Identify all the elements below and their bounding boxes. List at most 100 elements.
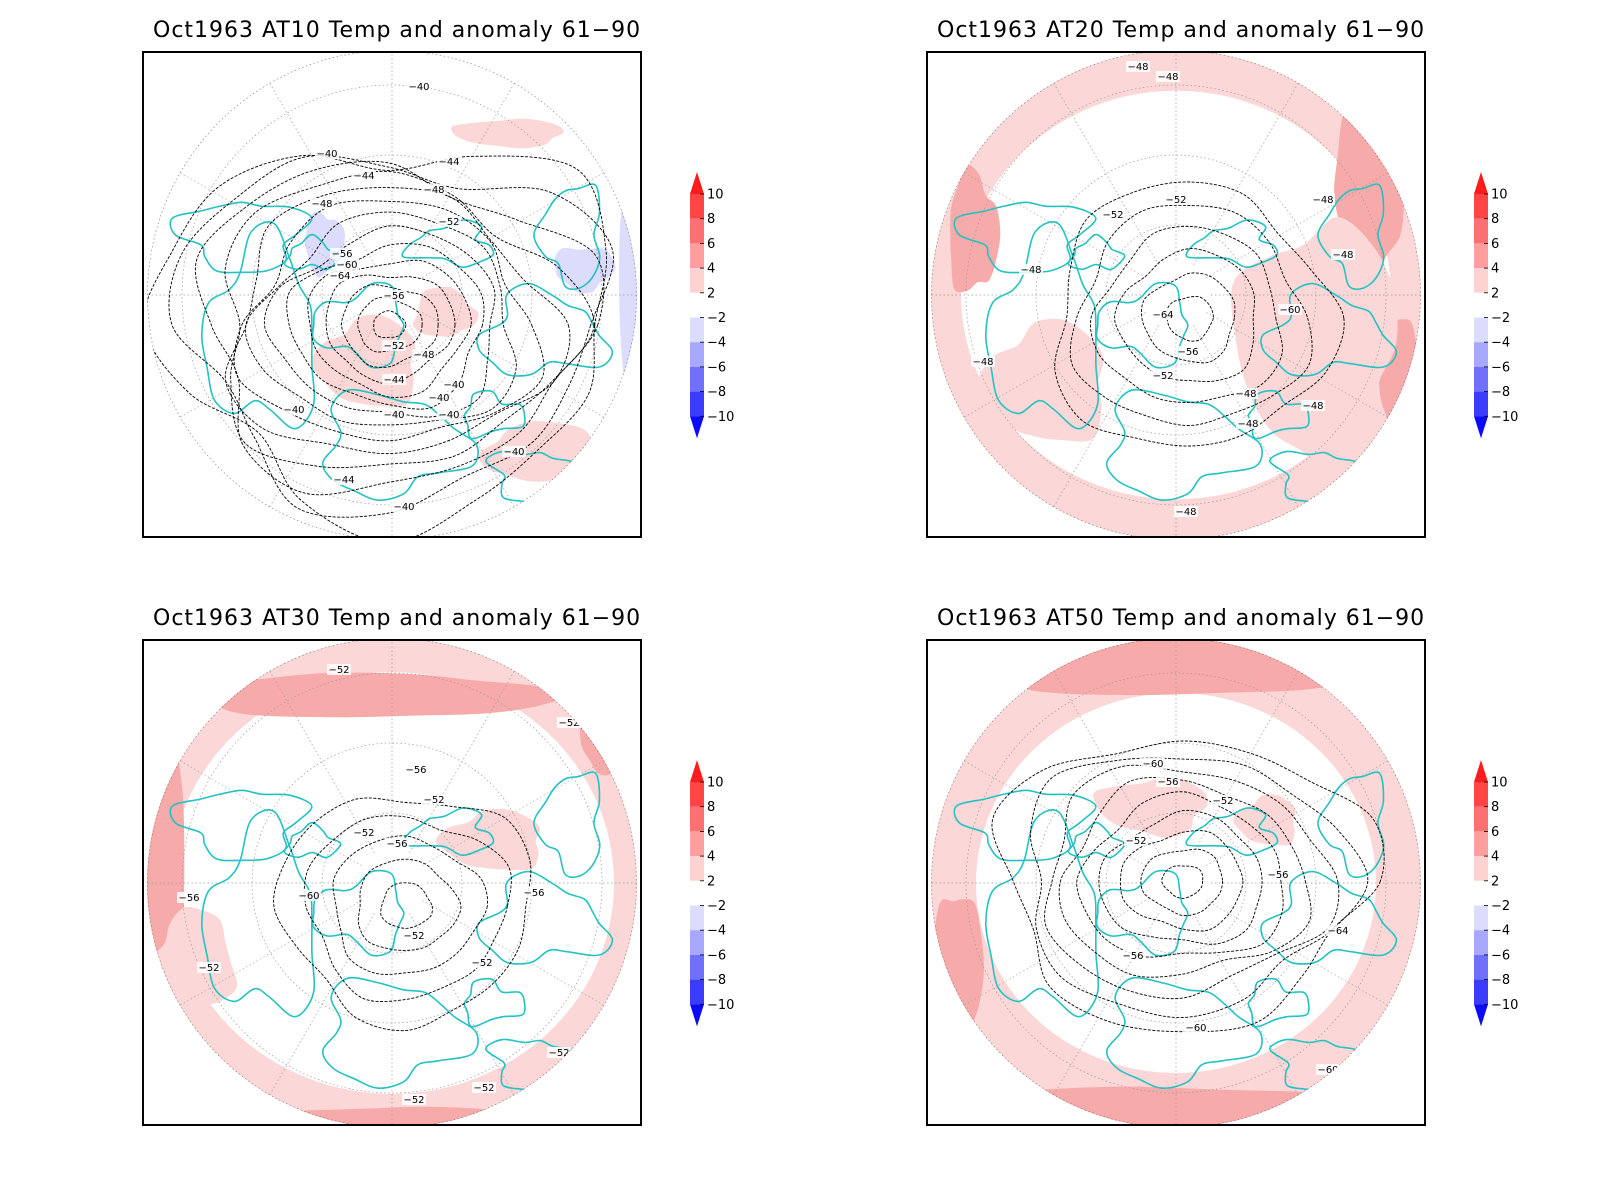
contour-label-bg — [547, 1047, 571, 1058]
meridian-line — [269, 670, 375, 853]
contour-label-bg — [335, 259, 359, 270]
colorbar-segment — [1474, 366, 1488, 392]
meridian-line — [1206, 760, 1389, 866]
meridian-line — [1053, 913, 1159, 1096]
contour-label-bg — [385, 838, 409, 849]
contour-label: −52 — [328, 665, 349, 676]
contour-label-bg — [297, 890, 321, 901]
temperature-contour — [1098, 809, 1263, 945]
contour-label: −48 — [1020, 265, 1041, 276]
contour-label: −52 — [1165, 195, 1186, 206]
temperature-contour — [1090, 225, 1283, 403]
contour-label: −40 — [443, 380, 464, 391]
anomaly-shading — [950, 164, 1001, 293]
contour-label: −56 — [331, 249, 352, 260]
meridian-line — [179, 900, 362, 1006]
coastline — [283, 821, 342, 859]
contour-label-bg — [1151, 370, 1175, 381]
colorbar-label: −6 — [707, 948, 726, 963]
latitude-circle — [965, 84, 1387, 506]
contour-label: −56 — [1177, 347, 1198, 358]
coastline — [1260, 870, 1398, 965]
colorbar-label: −6 — [1491, 360, 1510, 375]
anomaly-shading — [202, 672, 563, 718]
contour-label-bg — [1211, 795, 1235, 806]
colorbar-label: −10 — [707, 410, 734, 425]
anomaly-colorbar: 10 8 6 4 2 −2 −4 −6 −8 −10 — [1474, 172, 1534, 450]
contour-label: −60 — [1279, 305, 1300, 316]
contour-label: −48 — [1157, 72, 1178, 83]
colorbar-label: −10 — [1491, 998, 1518, 1013]
meridian-line — [1206, 172, 1389, 278]
colorbar-label: 8 — [707, 800, 715, 815]
temperature-contour — [168, 155, 614, 518]
contour-label-bg — [470, 957, 494, 968]
contour-label: −48 — [1237, 419, 1258, 430]
contour-label-bg — [1301, 400, 1325, 411]
contour-label: −40 — [393, 502, 414, 513]
latitude-circle — [321, 812, 463, 954]
contour-label: −48 — [972, 357, 993, 368]
map-disc: −40−40−44−44−48−48−52−56−64−60−56−52−48−… — [147, 53, 637, 536]
contour-label-bg — [1316, 1064, 1340, 1075]
coastline — [953, 789, 1097, 862]
contour-label-bg — [1234, 388, 1258, 399]
contour-label-bg — [407, 81, 431, 92]
temperature-contour — [195, 160, 605, 496]
contour-label-bg — [1019, 264, 1043, 275]
meridian-line — [422, 172, 605, 278]
colorbar-arrow-bottom — [690, 1004, 704, 1027]
anomaly-shading — [951, 1086, 1412, 1124]
coastline — [169, 789, 313, 862]
contour-label-bg — [1236, 418, 1260, 429]
colorbar-segment — [1474, 782, 1488, 807]
temperature-contour — [303, 815, 512, 1003]
contour-label: −56 — [1267, 870, 1288, 881]
contour-label: −52 — [1125, 836, 1146, 847]
meridian-line — [963, 900, 1146, 1006]
coastline — [1105, 388, 1263, 502]
contour-label: −56 — [523, 888, 544, 899]
temperature-contour — [147, 154, 607, 536]
coastline — [321, 388, 479, 502]
contour-label: −44 — [438, 157, 459, 168]
colorbar-segment — [1474, 317, 1488, 343]
meridian-line — [179, 760, 362, 866]
contour-label: −60 — [1317, 1065, 1338, 1076]
meridian-line — [1193, 670, 1299, 853]
panel-title: Oct1963 AT20 Temp and anomaly 61−90 — [937, 18, 1426, 43]
coastline — [169, 201, 313, 274]
colorbar-label: 8 — [1491, 212, 1499, 227]
temperature-contour — [357, 296, 423, 353]
contour-label-bg — [352, 827, 376, 838]
colorbar-label: 4 — [707, 262, 715, 277]
contour-label: −48 — [423, 185, 444, 196]
polar-stereographic-map: −60 −56 −52 −52 −56 −56 −64 −60 −60 — [931, 641, 1421, 1124]
contour-label-bg — [1156, 71, 1180, 82]
panel-title: Oct1963 AT50 Temp and anomaly 61−90 — [937, 606, 1426, 631]
colorbar-label: 4 — [707, 850, 715, 865]
contour-label: −60 — [298, 891, 319, 902]
temperature-contour — [380, 882, 433, 929]
contour-label: −40 — [408, 82, 429, 93]
colorbar-segment — [690, 268, 704, 293]
colorbar-arrow-bottom — [1474, 416, 1488, 439]
colorbar-segment — [690, 806, 704, 832]
meridian-line — [1206, 312, 1389, 418]
coastline — [1105, 976, 1263, 1090]
colorbar-segment — [1474, 831, 1488, 857]
colorbar-label: 4 — [1491, 262, 1499, 277]
coastline — [476, 282, 614, 377]
contour-label-bg — [502, 446, 526, 457]
meridian-line — [1053, 325, 1159, 508]
colorbar-label: 10 — [1491, 188, 1508, 203]
colorbar-label: 2 — [1491, 874, 1499, 889]
colorbar-arrow-top — [1474, 760, 1488, 782]
coastline — [1185, 807, 1279, 857]
temperature-contour — [233, 200, 545, 442]
contour-label: −40 — [316, 149, 337, 160]
temperature-contour — [1069, 204, 1313, 426]
meridian-line — [1193, 325, 1299, 508]
temperature-contour — [273, 797, 532, 1032]
contour-label-bg — [404, 764, 428, 775]
